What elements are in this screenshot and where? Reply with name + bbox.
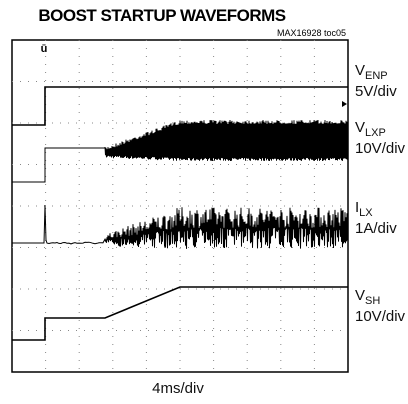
figure-code: MAX16928 toc05	[277, 28, 346, 38]
channel-name: VSH	[355, 287, 380, 307]
title: BOOST STARTUP WAVEFORMS	[38, 6, 285, 25]
channel-letter: V	[355, 119, 365, 136]
channel-scale: 5V/div	[355, 83, 397, 100]
channel-subscript: LX	[359, 207, 373, 219]
channel-scale: 10V/div	[355, 140, 406, 157]
vsh-trace	[12, 286, 348, 341]
channel-name: VENP	[355, 62, 388, 82]
ilx-trace	[12, 204, 348, 249]
channel-subscript: SH	[365, 295, 380, 307]
waveforms	[12, 86, 348, 341]
lxp-trace	[12, 119, 348, 183]
channel-letter: V	[355, 62, 365, 79]
time-scale: 4ms/div	[152, 380, 204, 397]
level-marker	[342, 101, 347, 107]
channel-subscript: LXP	[365, 127, 386, 139]
enp-trace	[12, 86, 348, 126]
channel-scale: 1A/div	[355, 220, 397, 237]
channel-letter: V	[355, 287, 365, 304]
channel-scale: 10V/div	[355, 308, 406, 325]
channel-letter: I	[355, 199, 359, 216]
channel-name: ILX	[355, 199, 373, 219]
channel-subscript: ENP	[365, 70, 388, 82]
trigger-marker: ū	[41, 43, 48, 55]
channel-name: VLXP	[355, 119, 386, 139]
